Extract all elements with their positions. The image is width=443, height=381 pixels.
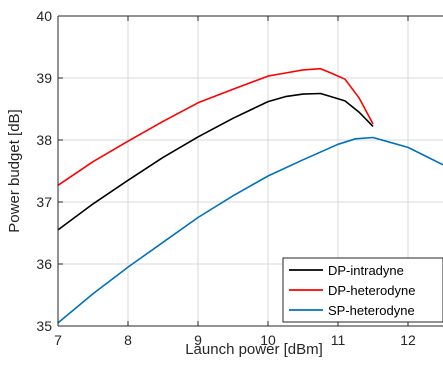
ticks: 7 8 9 10 11 12 35 36 37 38 39 40 — [36, 8, 416, 348]
y-tick-label: 35 — [36, 318, 52, 334]
x-tick-label: 9 — [194, 332, 202, 348]
x-tick-label: 10 — [260, 332, 276, 348]
y-tick-label: 38 — [36, 132, 52, 148]
series-line-dp-heterodyne — [57, 67, 374, 186]
series-layer — [57, 67, 443, 324]
y-tick-label: 37 — [36, 194, 52, 210]
legend-label: SP-heterodyne — [328, 303, 415, 318]
x-tick-label: 7 — [54, 332, 62, 348]
series-line-dp-intradyne — [57, 92, 374, 231]
x-tick-label: 12 — [400, 332, 416, 348]
x-tick-label: 8 — [124, 332, 132, 348]
legend-label: DP-intradyne — [328, 263, 404, 278]
series-line-sp-heterodyne — [57, 136, 443, 324]
y-tick-label: 40 — [36, 8, 52, 24]
legend: DP-intradyne DP-heterodyne SP-heterodyne — [282, 257, 443, 323]
x-axis-label: Launch power [dBm] — [185, 341, 323, 358]
y-axis-label: Power budget [dB] — [6, 109, 23, 232]
y-tick-label: 39 — [36, 70, 52, 86]
axes — [57, 15, 443, 327]
legend-label: DP-heterodyne — [328, 283, 415, 298]
x-tick-label: 11 — [331, 332, 346, 348]
y-tick-label: 36 — [36, 256, 52, 272]
